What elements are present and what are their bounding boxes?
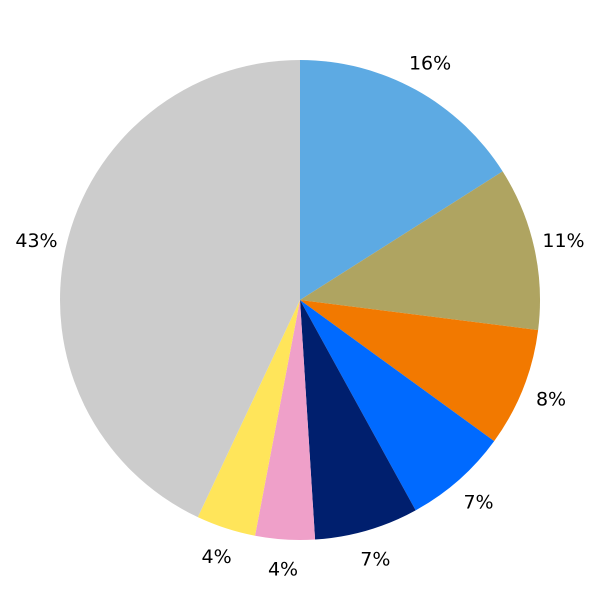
pie-slice	[300, 300, 539, 442]
slice-label: 11%	[542, 230, 584, 252]
slice-label: 8%	[536, 388, 566, 410]
slice-label: 7%	[360, 548, 390, 570]
slice-label: 7%	[463, 492, 493, 514]
pie-slice	[197, 300, 300, 536]
pie-slice	[255, 300, 316, 540]
slice-label: 16%	[409, 52, 451, 74]
pie-slice	[300, 171, 540, 331]
pie-slice	[300, 60, 503, 300]
slice-label: 4%	[201, 546, 231, 568]
slice-label: 43%	[15, 230, 57, 252]
pie-slice	[60, 60, 301, 518]
pie-slice	[300, 300, 495, 511]
slice-label: 4%	[268, 558, 298, 580]
pie-slice	[300, 300, 416, 540]
